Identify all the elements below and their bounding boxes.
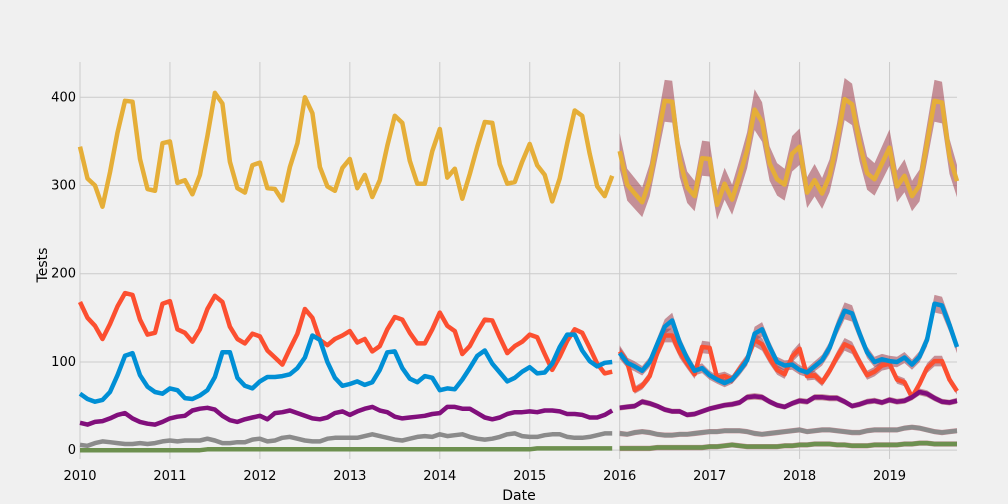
x-tick-label: 2017: [693, 469, 726, 484]
grid-lines: [79, 62, 957, 459]
y-tick-label: 400: [51, 90, 76, 105]
forecast-line: [617, 301, 960, 386]
forecast-band: [619, 78, 957, 220]
forecast-line: [619, 389, 958, 418]
forecast-line: [617, 96, 960, 208]
x-tick-label: 2016: [603, 469, 636, 484]
x-tick-label: 2012: [243, 469, 276, 484]
y-axis-label: Tests: [35, 248, 51, 284]
x-tick-label: 2014: [423, 469, 456, 484]
series-lines: [77, 90, 960, 453]
x-tick-label: 2013: [333, 469, 366, 484]
history-line: [77, 90, 615, 209]
x-tick-label: 2010: [63, 469, 96, 484]
x-tick-label: 2015: [513, 469, 546, 484]
y-tick-label: 300: [51, 179, 76, 194]
x-tick-label: 2019: [873, 469, 906, 484]
tick-labels: 0 100 200 300 400 2010 2011 2012 2013 2014 2015 201…: [51, 90, 906, 484]
x-tick-label: 2018: [783, 469, 816, 484]
x-axis-label: Date: [502, 488, 535, 504]
y-tick-label: 0: [68, 443, 76, 458]
history-line: [79, 431, 613, 449]
forecast-line: [619, 440, 957, 451]
history-line: [78, 332, 613, 404]
history-line: [80, 446, 613, 453]
y-tick-label: 200: [51, 267, 76, 282]
forecast-line: [619, 424, 958, 438]
history-line: [77, 290, 613, 376]
y-tick-label: 100: [51, 355, 76, 370]
history-line: [79, 404, 614, 427]
forecast-band: [619, 294, 957, 388]
x-tick-label: 2011: [153, 469, 186, 484]
